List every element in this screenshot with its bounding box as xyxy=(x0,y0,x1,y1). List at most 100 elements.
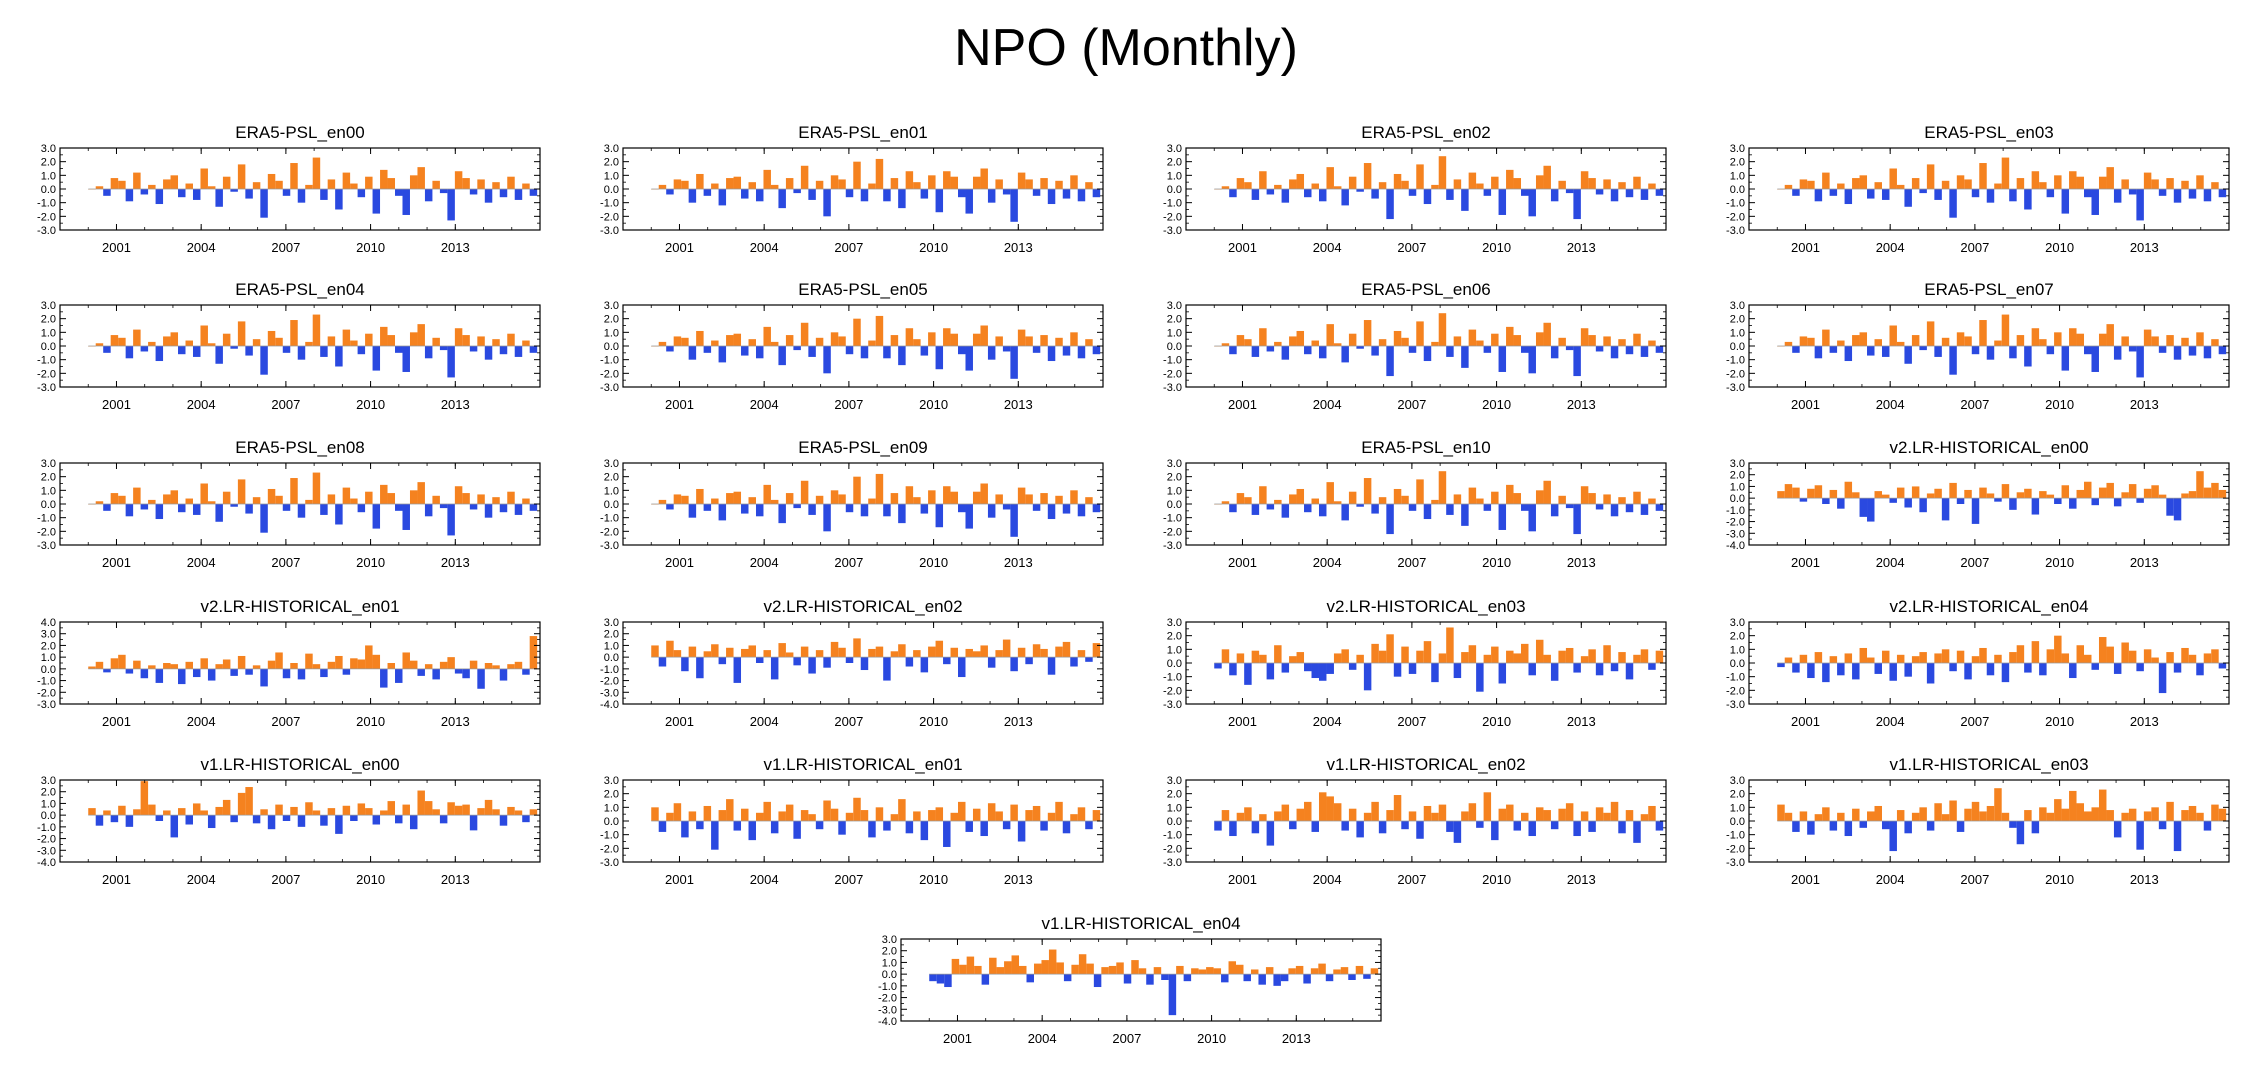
negative-anomaly-bar xyxy=(245,189,253,199)
negative-anomaly-bar xyxy=(1093,974,1102,988)
positive-anomaly-bar xyxy=(815,337,824,346)
negative-anomaly-bar xyxy=(230,346,238,349)
positive-anomaly-bar xyxy=(1296,173,1305,189)
x-tick-label: 2004 xyxy=(750,555,779,570)
positive-anomaly-bar xyxy=(477,494,485,504)
x-tick-label: 2007 xyxy=(834,555,863,570)
x-tick-label: 2013 xyxy=(1004,240,1033,255)
negative-anomaly-bar xyxy=(125,346,134,359)
positive-anomaly-bar xyxy=(215,806,223,816)
positive-anomaly-bar xyxy=(1777,804,1785,821)
negative-anomaly-bar xyxy=(860,657,869,671)
positive-anomaly-bar xyxy=(1259,328,1267,346)
positive-anomaly-bar xyxy=(178,808,186,816)
positive-anomaly-bar xyxy=(1236,653,1245,663)
x-tick-label: 2010 xyxy=(1482,240,1511,255)
positive-anomaly-bar xyxy=(1852,335,1860,346)
positive-anomaly-bar xyxy=(1896,341,1905,346)
negative-anomaly-bar xyxy=(696,821,704,830)
positive-anomaly-bar xyxy=(290,478,298,504)
x-tick-label: 2007 xyxy=(271,397,300,412)
positive-anomaly-bar xyxy=(1633,491,1641,504)
positive-anomaly-bar xyxy=(372,654,381,669)
positive-anomaly-bar xyxy=(118,495,126,504)
negative-anomaly-bar xyxy=(499,668,508,681)
negative-anomaly-bar xyxy=(1077,346,1086,359)
positive-anomaly-bar xyxy=(1153,967,1162,975)
negative-anomaly-bar xyxy=(1311,821,1319,832)
positive-anomaly-bar xyxy=(2031,171,2040,189)
positive-anomaly-bar xyxy=(1116,962,1124,975)
negative-anomaly-bar xyxy=(748,821,756,841)
positive-anomaly-bar xyxy=(1588,493,1596,504)
positive-anomaly-bar xyxy=(2054,175,2062,189)
negative-anomaly-bar xyxy=(1092,346,1101,355)
negative-anomaly-bar xyxy=(409,815,418,830)
positive-anomaly-bar xyxy=(2001,812,2010,821)
positive-anomaly-bar xyxy=(1618,182,1626,189)
positive-anomaly-bar xyxy=(868,648,876,658)
positive-anomaly-bar xyxy=(1535,332,1544,346)
y-tick-label: -1.0 xyxy=(1726,505,1745,517)
positive-anomaly-bar xyxy=(1911,812,1920,821)
negative-anomaly-bar xyxy=(140,668,149,679)
positive-anomaly-bar xyxy=(417,482,425,504)
panel-title: ERA5-PSL_en06 xyxy=(1361,280,1490,299)
negative-anomaly-bar xyxy=(920,346,929,356)
positive-anomaly-bar xyxy=(1431,184,1439,189)
positive-anomaly-bar xyxy=(1085,497,1093,504)
y-tick-label: 1.0 xyxy=(41,798,56,810)
negative-anomaly-bar xyxy=(1025,657,1033,665)
positive-anomaly-bar xyxy=(447,802,455,816)
negative-anomaly-bar xyxy=(1356,821,1364,838)
y-tick-label: -1.0 xyxy=(1163,672,1182,684)
negative-anomaly-bar xyxy=(178,189,186,198)
negative-anomaly-bar xyxy=(1047,346,1056,362)
positive-anomaly-bar xyxy=(200,168,208,189)
positive-anomaly-bar xyxy=(2054,799,2062,821)
negative-anomaly-bar xyxy=(1326,663,1334,674)
x-tick-label: 2001 xyxy=(102,555,131,570)
positive-anomaly-bar xyxy=(1017,172,1026,189)
negative-anomaly-bar xyxy=(965,821,973,832)
negative-anomaly-bar xyxy=(987,504,996,518)
positive-anomaly-bar xyxy=(1311,183,1319,189)
positive-anomaly-bar xyxy=(185,498,193,504)
negative-anomaly-bar xyxy=(484,346,493,360)
negative-anomaly-bar xyxy=(1986,663,1995,676)
negative-anomaly-bar xyxy=(260,346,268,375)
negative-anomaly-bar xyxy=(320,189,328,200)
positive-anomaly-bar xyxy=(2196,175,2204,189)
positive-anomaly-bar xyxy=(995,650,1003,658)
positive-anomaly-bar xyxy=(1274,645,1282,663)
x-tick-label: 2001 xyxy=(665,714,694,729)
positive-anomaly-bar xyxy=(477,808,485,816)
positive-anomaly-bar xyxy=(110,178,119,189)
positive-anomaly-bar xyxy=(1296,808,1305,821)
negative-anomaly-bar xyxy=(522,668,530,675)
negative-anomaly-bar xyxy=(1062,504,1071,514)
positive-anomaly-bar xyxy=(2181,337,2189,346)
negative-anomaly-bar xyxy=(666,189,674,195)
positive-anomaly-bar xyxy=(2203,487,2212,499)
positive-anomaly-bar xyxy=(1491,646,1499,663)
positive-anomaly-bar xyxy=(711,644,719,658)
negative-anomaly-bar xyxy=(1625,189,1634,198)
x-tick-label: 2013 xyxy=(1567,714,1596,729)
negative-anomaly-bar xyxy=(965,504,973,529)
y-tick-label: -2.0 xyxy=(600,526,619,538)
positive-anomaly-bar xyxy=(290,163,298,189)
negative-anomaly-bar xyxy=(1874,663,1882,674)
positive-anomaly-bar xyxy=(1535,639,1544,663)
negative-anomaly-bar xyxy=(1476,663,1484,692)
positive-anomaly-bar xyxy=(1401,495,1409,504)
negative-anomaly-bar xyxy=(2158,189,2167,196)
positive-anomaly-bar xyxy=(2106,324,2114,346)
negative-anomaly-bar xyxy=(1168,974,1177,1016)
positive-anomaly-bar xyxy=(207,186,216,189)
negative-anomaly-bar xyxy=(1311,663,1319,679)
y-tick-label: -1.0 xyxy=(600,198,619,210)
x-tick-label: 2004 xyxy=(187,240,216,255)
positive-anomaly-bar xyxy=(1874,339,1882,346)
positive-anomaly-bar xyxy=(1086,963,1094,975)
